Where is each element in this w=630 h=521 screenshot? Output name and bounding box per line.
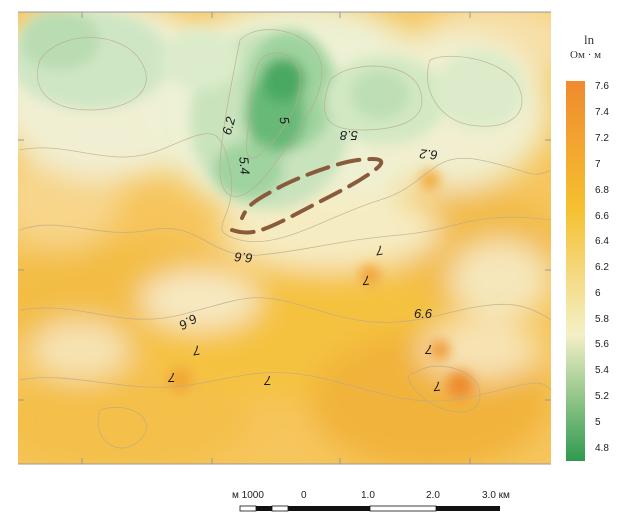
scale-label: 1.0: [361, 490, 375, 501]
contour-label: 5.8: [339, 128, 358, 143]
legend-color-bar: [566, 81, 585, 461]
contour-label: 7: [432, 379, 441, 395]
contour-label: 7: [264, 373, 272, 388]
scale-label: 2.0: [426, 490, 440, 501]
legend-tick: 5.6: [595, 339, 609, 350]
legend-unit-ln: ln: [584, 32, 595, 47]
legend-tick: 5.8: [595, 314, 609, 325]
legend-tick: 7.4: [595, 107, 609, 118]
legend-tick: 7.2: [595, 133, 609, 144]
scale-label: м 1000: [232, 490, 264, 501]
scale-label: 3.0 км: [482, 490, 510, 501]
contour-label: 7: [425, 342, 433, 357]
scale-bar: [239, 505, 500, 512]
contour-label: 7: [361, 273, 370, 289]
contour-label: 5.4: [236, 156, 253, 175]
contour-label: 6.2: [418, 146, 438, 163]
legend-tick: 6.8: [595, 185, 609, 196]
map-frame-ticks: [18, 11, 551, 465]
anomaly-outline: [230, 157, 384, 235]
legend-tick: 7: [595, 159, 601, 170]
contour-label: 7: [168, 370, 176, 385]
legend-tick: 5: [595, 417, 601, 428]
legend-tick: 7.6: [595, 81, 609, 92]
legend-tick: 6.6: [595, 211, 609, 222]
legend-tick: 6.2: [595, 262, 609, 273]
legend-tick: 6.4: [595, 236, 609, 247]
contour-lines: [19, 29, 551, 449]
contour-label: 6.2: [219, 114, 238, 136]
legend-unit-ohm-m: Ом · м: [570, 49, 602, 61]
map-surface: [18, 12, 551, 464]
contour-label: 7: [374, 242, 384, 258]
contour-label: 6.6: [233, 249, 253, 266]
scale-label: 0: [301, 490, 307, 501]
contour-label: 5: [276, 115, 292, 125]
legend-tick: 5.2: [595, 391, 609, 402]
legend-tick: 4.8: [595, 443, 609, 454]
contour-label: 7: [191, 342, 201, 358]
contour-label: 6.6: [414, 306, 433, 321]
legend-tick: 6: [595, 288, 601, 299]
legend-tick: 5.4: [595, 365, 609, 376]
